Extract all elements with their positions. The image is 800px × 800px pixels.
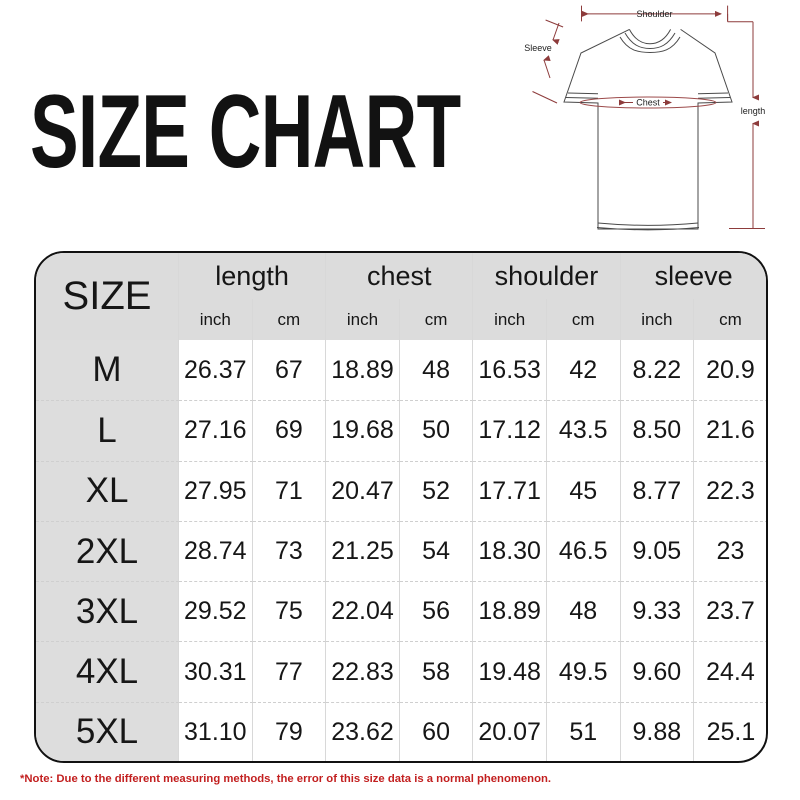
svg-text:Chest: Chest [636,98,660,108]
svg-text:Shoulder: Shoulder [636,9,672,19]
svg-text:Sleeve: Sleeve [524,43,552,53]
svg-text:length: length [741,106,766,116]
